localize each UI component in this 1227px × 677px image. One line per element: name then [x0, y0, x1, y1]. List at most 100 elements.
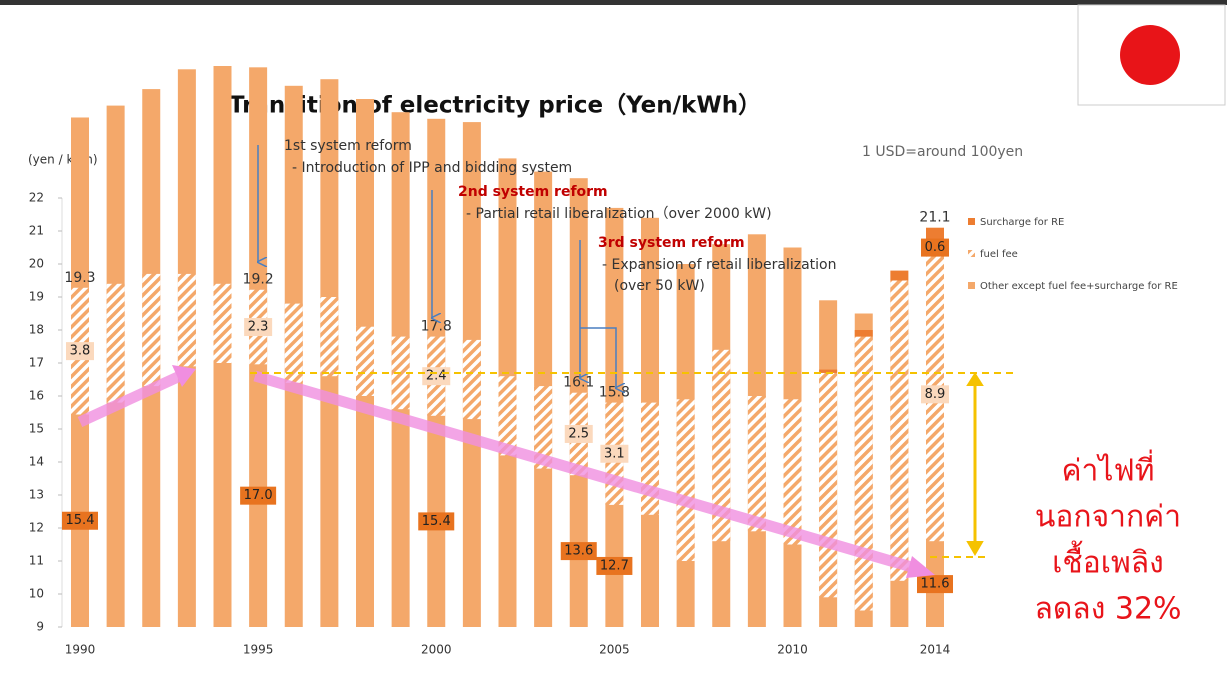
- y-tick-label: 14: [29, 455, 44, 469]
- data-label: 0.6: [925, 240, 946, 255]
- bar-segment: [890, 270, 909, 281]
- annotation: 2nd system reform: [458, 184, 608, 200]
- total-label: 19.2: [243, 272, 274, 288]
- y-tick-label: 10: [29, 587, 44, 601]
- legend-label: Other except fuel fee+surcharge for RE: [980, 281, 1178, 292]
- label-bg: [921, 238, 949, 257]
- total-label: 16.1: [563, 375, 594, 391]
- y-tick-label: 17: [29, 356, 44, 370]
- data-label: 12.7: [600, 558, 629, 573]
- annotation: - Introduction of IPP and bidding system: [292, 160, 572, 176]
- data-label: 11.6: [921, 577, 950, 592]
- y-tick-label: 21: [29, 224, 44, 238]
- annotation: - Partial retail liberalization（over 200…: [466, 206, 772, 222]
- legend-swatch: [968, 250, 975, 257]
- annotation: - Expansion of retail liberalization: [602, 257, 837, 273]
- bar-segment: [213, 283, 232, 363]
- yellow-guides: [250, 372, 1015, 558]
- y-tick-label: 16: [29, 389, 44, 403]
- annotation: 3rd system reform: [598, 235, 745, 251]
- y-tick-label: 22: [29, 191, 44, 205]
- legend-swatch: [968, 282, 975, 289]
- legend-swatch: [968, 218, 975, 225]
- label-bg: [244, 318, 273, 337]
- top-bar: [0, 0, 1227, 5]
- annotation: 1st system reform: [284, 138, 412, 154]
- bar-segment: [712, 349, 731, 542]
- reform-annotations: 1st system reform - Introduction of IPP …: [284, 138, 837, 294]
- bar-segment: [854, 336, 873, 611]
- legend-label: fuel fee: [980, 249, 1018, 260]
- label-bg: [917, 575, 953, 594]
- data-label: 13.6: [564, 544, 593, 559]
- trend-arrows: [77, 365, 935, 578]
- y-tick-label: 18: [29, 323, 44, 337]
- legend-label: Surcharge for RE: [980, 217, 1064, 228]
- data-label: 15.4: [422, 514, 451, 529]
- bar-segment: [890, 280, 909, 581]
- thai-line: ค่าไฟที่: [1061, 450, 1154, 489]
- bar-segment: [498, 376, 517, 456]
- bar-segment: [854, 330, 873, 337]
- data-label: 17.0: [244, 488, 273, 503]
- label-bg: [921, 385, 949, 404]
- total-label: 17.8: [421, 319, 452, 335]
- chart-title: Transition of electricity price（Yen/kWh）: [229, 92, 761, 119]
- bar-segment: [819, 372, 838, 598]
- label-bg: [560, 542, 597, 561]
- arrows: [258, 145, 616, 388]
- total-label: 19.3: [64, 270, 95, 286]
- label-bg: [240, 486, 277, 505]
- data-label: 2.3: [248, 320, 269, 335]
- y-tick-label: 13: [29, 488, 44, 502]
- data-label: 2.5: [568, 426, 589, 441]
- thai-line: เชื้อเพลิง: [1052, 541, 1164, 581]
- annotation: (over 50 kW): [614, 278, 705, 294]
- bar-segment: [534, 386, 553, 469]
- x-tick-label: 2010: [777, 643, 808, 657]
- total-label: 15.8: [599, 385, 630, 401]
- y-tick-label: 20: [29, 257, 44, 271]
- bar-segment: [106, 283, 125, 403]
- label-bg: [62, 511, 98, 530]
- label-bg: [66, 342, 94, 361]
- bar-segment: [356, 326, 374, 396]
- bar-segment: [284, 303, 303, 383]
- bar-segment: [819, 369, 838, 373]
- thai-line: นอกจากค่า: [1035, 500, 1181, 535]
- x-tick-label: 2014: [920, 643, 951, 657]
- bar-segment: [676, 399, 695, 561]
- label-bg: [596, 556, 633, 575]
- bar-segment: [747, 396, 766, 532]
- note: 1 USD=around 100yen: [862, 144, 1023, 160]
- data-label: 2.4: [426, 369, 447, 384]
- legend: Surcharge for RE fuel fee Other except fue…: [968, 217, 1178, 292]
- label-bg: [600, 444, 629, 463]
- label-bg: [564, 424, 593, 443]
- data-label: 3.8: [70, 344, 91, 359]
- data-label: 8.9: [925, 387, 946, 402]
- bar-segment: [462, 339, 481, 420]
- thai-line: ลดลง 32%: [1034, 592, 1181, 627]
- total-label: 21.1: [919, 210, 950, 226]
- y-tick-label: 11: [29, 554, 44, 568]
- data-label: 3.1: [604, 446, 625, 461]
- flag: [1077, 4, 1226, 106]
- bar-segment: [142, 273, 161, 387]
- bar-segment: [177, 273, 196, 367]
- x-tick-label: 2000: [421, 643, 452, 657]
- label-bg: [422, 367, 451, 386]
- data-label: 15.4: [66, 513, 95, 528]
- x-tick-label: 1990: [65, 643, 96, 657]
- x-tick-label: 2005: [599, 643, 630, 657]
- y-tick-label: 15: [29, 422, 44, 436]
- bar-segment: [320, 297, 339, 377]
- bar-segment: [783, 399, 802, 545]
- y-tick-label: 9: [36, 620, 44, 634]
- y-tick-label: 19: [29, 290, 44, 304]
- label-bg: [418, 512, 455, 531]
- y-tick-label: 12: [29, 521, 44, 535]
- x-tick-label: 1995: [243, 643, 274, 657]
